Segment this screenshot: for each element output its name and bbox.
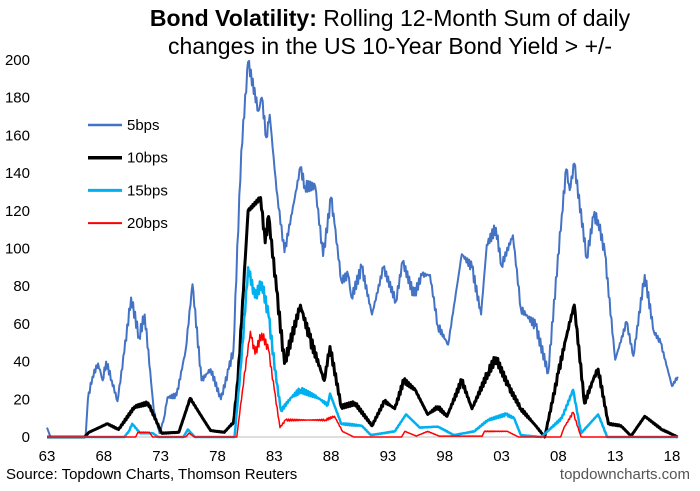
series-line-10bps xyxy=(46,196,679,439)
source-note: Source: Topdown Charts, Thomson Reuters xyxy=(6,466,298,483)
y-tick-label: 140 xyxy=(5,165,30,182)
y-tick-label: 60 xyxy=(13,316,30,333)
legend-label: 5bps xyxy=(127,117,160,134)
x-tick-label: 08 xyxy=(550,448,567,465)
y-tick-label: 100 xyxy=(5,241,30,258)
y-tick-label: 80 xyxy=(13,278,30,295)
x-tick-label: 03 xyxy=(493,448,510,465)
series-line-20bps xyxy=(47,330,678,438)
x-tick-label: 68 xyxy=(95,448,112,465)
y-tick-label: 160 xyxy=(5,127,30,144)
brand-watermark: topdowncharts.com xyxy=(559,466,690,483)
x-tick-label: 83 xyxy=(266,448,283,465)
x-tick-label: 93 xyxy=(380,448,397,465)
chart-title-bold: Bond Volatility: xyxy=(149,5,317,31)
y-tick-label: 120 xyxy=(5,203,30,220)
y-tick-label: 40 xyxy=(13,354,30,371)
legend-label: 15bps xyxy=(127,182,168,199)
chart-title-rest: Rolling 12-Month Sum of daily xyxy=(316,5,631,31)
x-tick-label: 88 xyxy=(323,448,340,465)
x-tick-label: 18 xyxy=(664,448,681,465)
series-line-15bps xyxy=(46,266,678,439)
x-tick-label: 78 xyxy=(209,448,226,465)
chart-title: Bond Volatility: Rolling 12-Month Sum of… xyxy=(60,4,700,32)
y-tick-label: 200 xyxy=(5,52,30,69)
x-tick-label: 73 xyxy=(152,448,169,465)
legend-label: 10bps xyxy=(127,150,168,167)
x-tick-label: 13 xyxy=(607,448,624,465)
y-tick-label: 20 xyxy=(13,391,30,408)
y-tick-label: 180 xyxy=(5,90,30,107)
chart-title-line2: changes in the US 10-Year Bond Yield > +… xyxy=(167,33,613,59)
x-tick-label: 63 xyxy=(39,448,56,465)
series-line-5bps xyxy=(46,59,679,438)
x-tick-label: 98 xyxy=(436,448,453,465)
y-tick-label: 0 xyxy=(22,429,30,446)
legend-label: 20bps xyxy=(127,215,168,232)
